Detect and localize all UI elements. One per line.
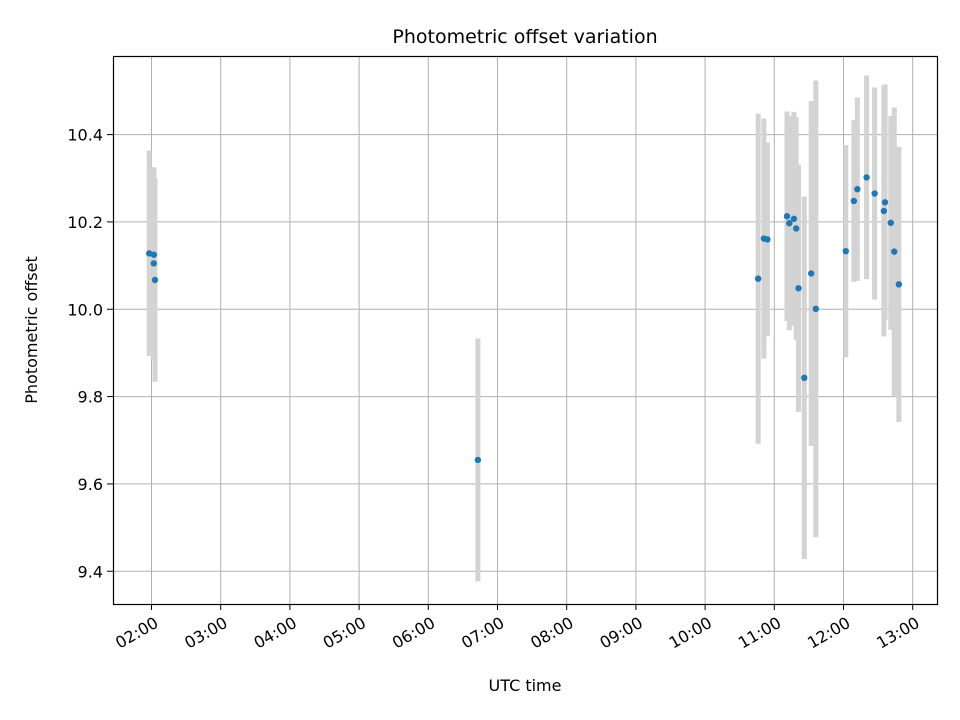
data-point: [880, 207, 888, 215]
x-axis-label: UTC time: [489, 676, 562, 695]
data-point: [474, 456, 482, 464]
data-point: [764, 236, 771, 243]
data-point: [895, 281, 903, 288]
y-tick-label: 10.4: [67, 126, 103, 145]
data-point: [754, 275, 762, 282]
x-tick-label: 09:00: [596, 613, 645, 653]
x-tick-label: 12:00: [804, 613, 853, 653]
data-point: [887, 219, 894, 227]
data-point: [150, 260, 158, 267]
x-tick-label: 05:00: [320, 613, 369, 653]
data-point: [863, 174, 870, 181]
data-point: [790, 215, 798, 223]
y-tick-label: 10.0: [67, 300, 103, 319]
y-axis-label: Photometric offset: [22, 256, 41, 404]
data-point: [891, 248, 898, 255]
data-point: [808, 270, 815, 277]
y-axis-ticks: 9.4 9.6 9.8 10.0 10.2 10.4: [67, 126, 113, 581]
x-tick-label: 08:00: [527, 613, 576, 653]
x-tick-label: 02:00: [112, 613, 161, 653]
x-tick-label: 11:00: [735, 613, 784, 653]
x-tick-label: 06:00: [389, 613, 438, 653]
data-point: [801, 374, 808, 382]
x-axis-ticks: 02:00 03:00 04:00 05:00 06:00 07:00 08:00 09:00…: [112, 604, 923, 653]
data-point: [793, 225, 800, 232]
x-tick-label: 07:00: [458, 613, 507, 653]
x-tick-label: 03:00: [181, 613, 230, 653]
data-points: [145, 174, 903, 464]
data-point: [881, 199, 889, 206]
x-tick-label: 10:00: [666, 613, 715, 653]
x-tick-label: 13:00: [873, 613, 922, 653]
y-tick-label: 10.2: [67, 213, 103, 232]
data-point: [854, 185, 861, 193]
y-tick-label: 9.6: [78, 475, 103, 494]
x-tick-label: 04:00: [250, 613, 299, 653]
data-point: [842, 247, 850, 255]
data-point: [812, 305, 820, 313]
chart-title: Photometric offset variation: [392, 26, 657, 48]
data-point: [150, 251, 158, 258]
data-point: [795, 285, 802, 292]
y-tick-label: 9.4: [78, 562, 103, 581]
data-point: [871, 190, 878, 197]
data-point: [786, 220, 793, 227]
plot-frame: [112, 55, 939, 606]
data-point: [151, 276, 159, 284]
data-point: [850, 197, 858, 205]
data-point: [783, 213, 791, 220]
error-bars: [146, 75, 902, 582]
y-tick-label: 9.8: [78, 388, 103, 407]
